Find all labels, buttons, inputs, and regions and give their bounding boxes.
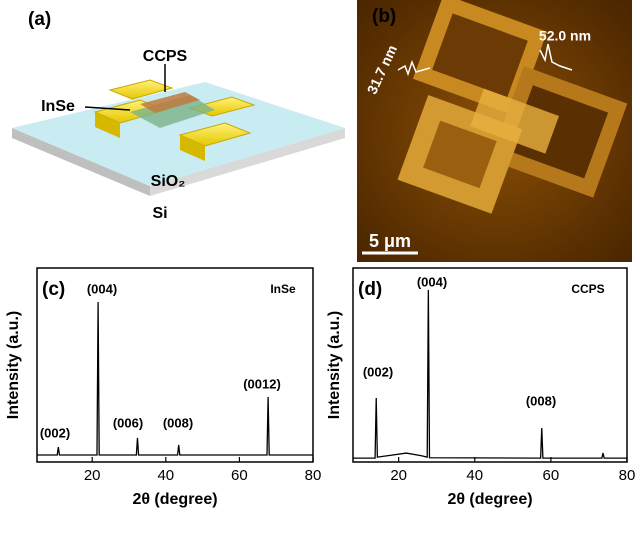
panel-label: (a) bbox=[28, 9, 51, 30]
afm-image: (b) 31.7 nm 52.0 nm 5 μm bbox=[357, 0, 632, 262]
schematic: (a) CCPS InSe SiO₂ Si bbox=[12, 9, 345, 222]
panel-label: (d) bbox=[358, 279, 382, 300]
sample-label: CCPS bbox=[571, 282, 604, 296]
x-tick-label: 20 bbox=[84, 467, 101, 484]
x-tick-label: 60 bbox=[231, 467, 248, 484]
scale-bar-label: 5 μm bbox=[369, 231, 411, 251]
x-tick-label: 20 bbox=[390, 467, 407, 484]
plot-frame bbox=[352, 267, 628, 463]
peak-label: (008) bbox=[526, 393, 556, 408]
peak-label: (008) bbox=[163, 415, 193, 430]
peak-label: (0012) bbox=[243, 376, 281, 391]
x-tick-label: 80 bbox=[619, 467, 636, 484]
label: SiO₂ bbox=[151, 173, 186, 190]
x-axis-label: 2θ (degree) bbox=[447, 491, 532, 508]
x-tick-label: 60 bbox=[543, 467, 560, 484]
sample-label: InSe bbox=[270, 282, 296, 296]
label: Si bbox=[152, 205, 167, 222]
y-axis-label: Intensity (a.u.) bbox=[326, 311, 343, 419]
x-axis-label: 2θ (degree) bbox=[132, 491, 217, 508]
height-label: 52.0 nm bbox=[539, 28, 591, 44]
x-tick-label: 40 bbox=[466, 467, 483, 484]
panel-label: (b) bbox=[372, 6, 396, 27]
peak-label: (004) bbox=[417, 274, 447, 289]
x-tick-label: 40 bbox=[157, 467, 174, 484]
peak-label: (004) bbox=[87, 281, 117, 296]
plot-frame bbox=[36, 267, 314, 463]
x-tick-label: 80 bbox=[305, 467, 322, 484]
peak-label: (002) bbox=[40, 425, 70, 440]
panel-label: (c) bbox=[42, 279, 65, 300]
peak-label: (006) bbox=[113, 415, 143, 430]
xrd-line bbox=[353, 289, 627, 459]
label: CCPS bbox=[143, 48, 188, 65]
peak-label: (002) bbox=[363, 364, 393, 379]
xrd-line bbox=[37, 301, 313, 456]
label: InSe bbox=[41, 98, 75, 115]
y-axis-label: Intensity (a.u.) bbox=[5, 311, 22, 419]
